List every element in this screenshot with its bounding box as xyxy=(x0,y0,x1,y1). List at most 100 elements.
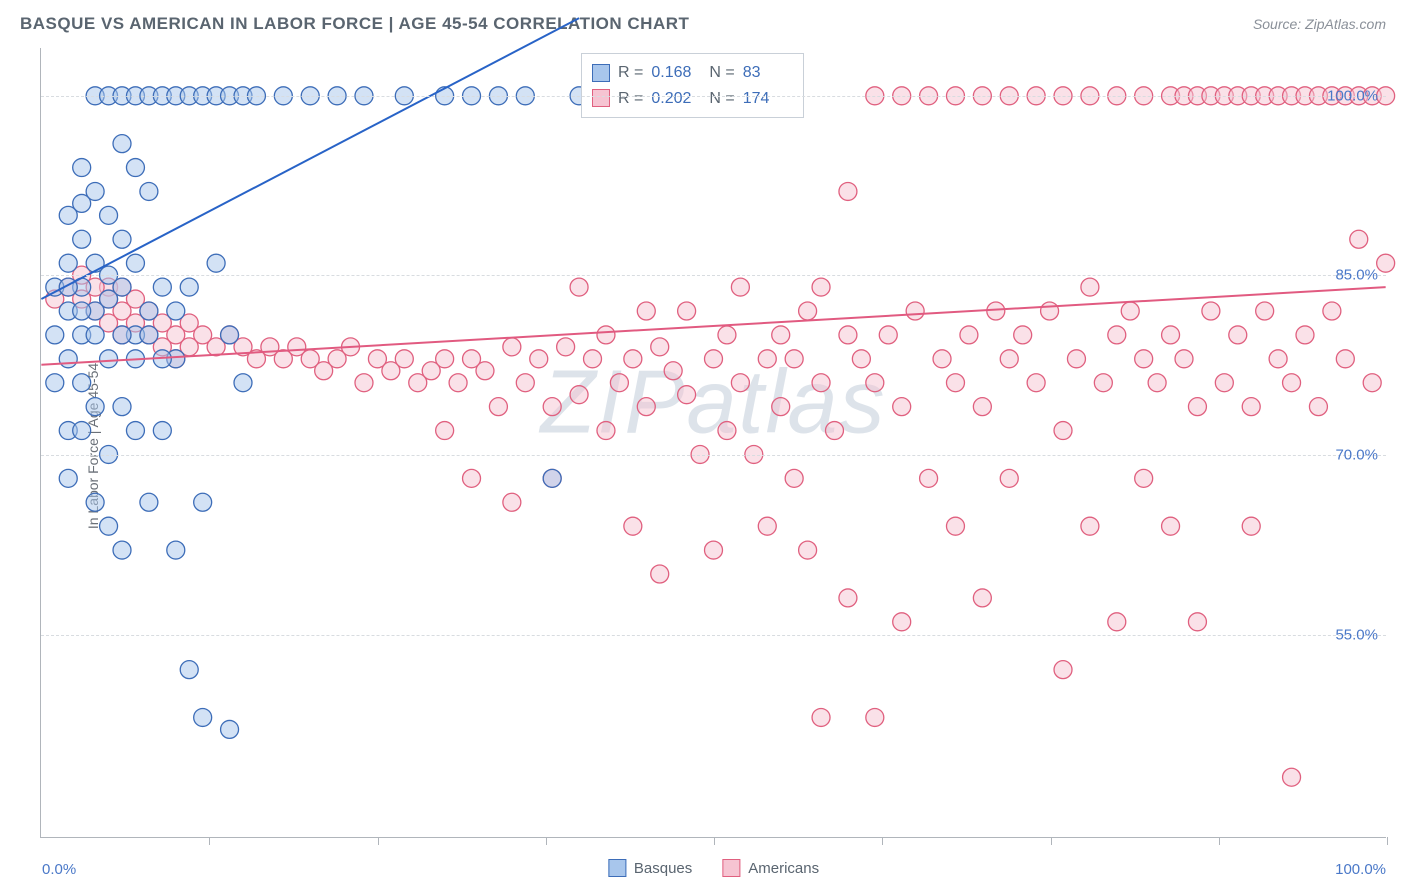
point-american xyxy=(799,541,817,559)
point-american xyxy=(1309,398,1327,416)
point-american xyxy=(893,398,911,416)
stat-r-value: 0.168 xyxy=(651,60,701,86)
x-tick xyxy=(546,837,547,845)
swatch-blue-icon xyxy=(592,64,610,82)
point-basque xyxy=(180,278,198,296)
point-american xyxy=(1336,350,1354,368)
point-basque xyxy=(126,159,144,177)
point-american xyxy=(597,326,615,344)
point-basque xyxy=(221,326,239,344)
x-axis-min-label: 0.0% xyxy=(42,861,76,878)
point-american xyxy=(1162,326,1180,344)
point-american xyxy=(1014,326,1032,344)
point-american xyxy=(355,374,373,392)
point-american xyxy=(624,350,642,368)
stat-n-label: N = xyxy=(709,86,734,112)
chart-header: BASQUE VS AMERICAN IN LABOR FORCE | AGE … xyxy=(0,0,1406,48)
point-basque xyxy=(180,661,198,679)
point-american xyxy=(799,302,817,320)
point-basque xyxy=(73,159,91,177)
point-american xyxy=(758,350,776,368)
point-basque xyxy=(59,350,77,368)
point-american xyxy=(570,386,588,404)
point-american xyxy=(610,374,628,392)
point-american xyxy=(637,398,655,416)
point-basque xyxy=(543,469,561,487)
point-american xyxy=(678,386,696,404)
point-basque xyxy=(100,206,118,224)
point-american xyxy=(1135,350,1153,368)
stats-row-american: R = 0.202 N = 174 xyxy=(592,86,793,112)
point-american xyxy=(557,338,575,356)
point-american xyxy=(1000,350,1018,368)
gridline xyxy=(41,96,1386,97)
point-basque xyxy=(100,517,118,535)
point-basque xyxy=(59,469,77,487)
point-american xyxy=(584,350,602,368)
point-american xyxy=(893,613,911,631)
point-basque xyxy=(167,302,185,320)
point-american xyxy=(1108,613,1126,631)
point-american xyxy=(463,469,481,487)
point-american xyxy=(973,398,991,416)
point-american xyxy=(866,708,884,726)
point-american xyxy=(1296,326,1314,344)
point-american xyxy=(1363,374,1381,392)
stat-r-value: 0.202 xyxy=(651,86,701,112)
point-basque xyxy=(113,326,131,344)
point-american xyxy=(785,469,803,487)
y-tick-label: 85.0% xyxy=(1335,267,1378,284)
chart-title: BASQUE VS AMERICAN IN LABOR FORCE | AGE … xyxy=(20,14,689,34)
stat-n-value: 83 xyxy=(743,60,793,86)
point-basque xyxy=(73,422,91,440)
point-basque xyxy=(46,374,64,392)
point-american xyxy=(664,362,682,380)
point-american xyxy=(718,326,736,344)
point-american xyxy=(1121,302,1139,320)
point-american xyxy=(503,493,521,511)
trendline-basque xyxy=(41,18,579,299)
legend-item-basques: Basques xyxy=(608,859,692,877)
point-american xyxy=(772,326,790,344)
x-tick xyxy=(882,837,883,845)
point-american xyxy=(1027,374,1045,392)
stats-box: R = 0.168 N = 83 R = 0.202 N = 174 xyxy=(581,53,804,118)
point-american xyxy=(705,541,723,559)
point-american xyxy=(1081,278,1099,296)
point-american xyxy=(705,350,723,368)
point-american xyxy=(731,278,749,296)
legend-item-americans: Americans xyxy=(722,859,819,877)
point-american xyxy=(772,398,790,416)
point-basque xyxy=(167,541,185,559)
point-american xyxy=(1229,326,1247,344)
stat-r-label: R = xyxy=(618,60,643,86)
point-american xyxy=(1148,374,1166,392)
point-basque xyxy=(194,493,212,511)
point-basque xyxy=(86,493,104,511)
point-basque xyxy=(113,398,131,416)
x-axis-max-label: 100.0% xyxy=(1335,861,1386,878)
point-american xyxy=(1108,326,1126,344)
stat-r-label: R = xyxy=(618,86,643,112)
gridline xyxy=(41,455,1386,456)
point-american xyxy=(839,589,857,607)
point-american xyxy=(651,565,669,583)
chart-source: Source: ZipAtlas.com xyxy=(1253,16,1386,32)
point-american xyxy=(1081,517,1099,535)
point-american xyxy=(1202,302,1220,320)
bottom-legend: Basques Americans xyxy=(608,859,819,877)
point-basque xyxy=(194,708,212,726)
point-basque xyxy=(113,230,131,248)
point-american xyxy=(503,338,521,356)
point-american xyxy=(1323,302,1341,320)
point-american xyxy=(678,302,696,320)
point-american xyxy=(1377,254,1395,272)
point-american xyxy=(1000,469,1018,487)
point-american xyxy=(597,422,615,440)
swatch-blue-icon xyxy=(608,859,626,877)
point-basque xyxy=(153,422,171,440)
point-american xyxy=(812,374,830,392)
stat-n-value: 174 xyxy=(743,86,793,112)
point-american xyxy=(1350,230,1368,248)
point-american xyxy=(825,422,843,440)
